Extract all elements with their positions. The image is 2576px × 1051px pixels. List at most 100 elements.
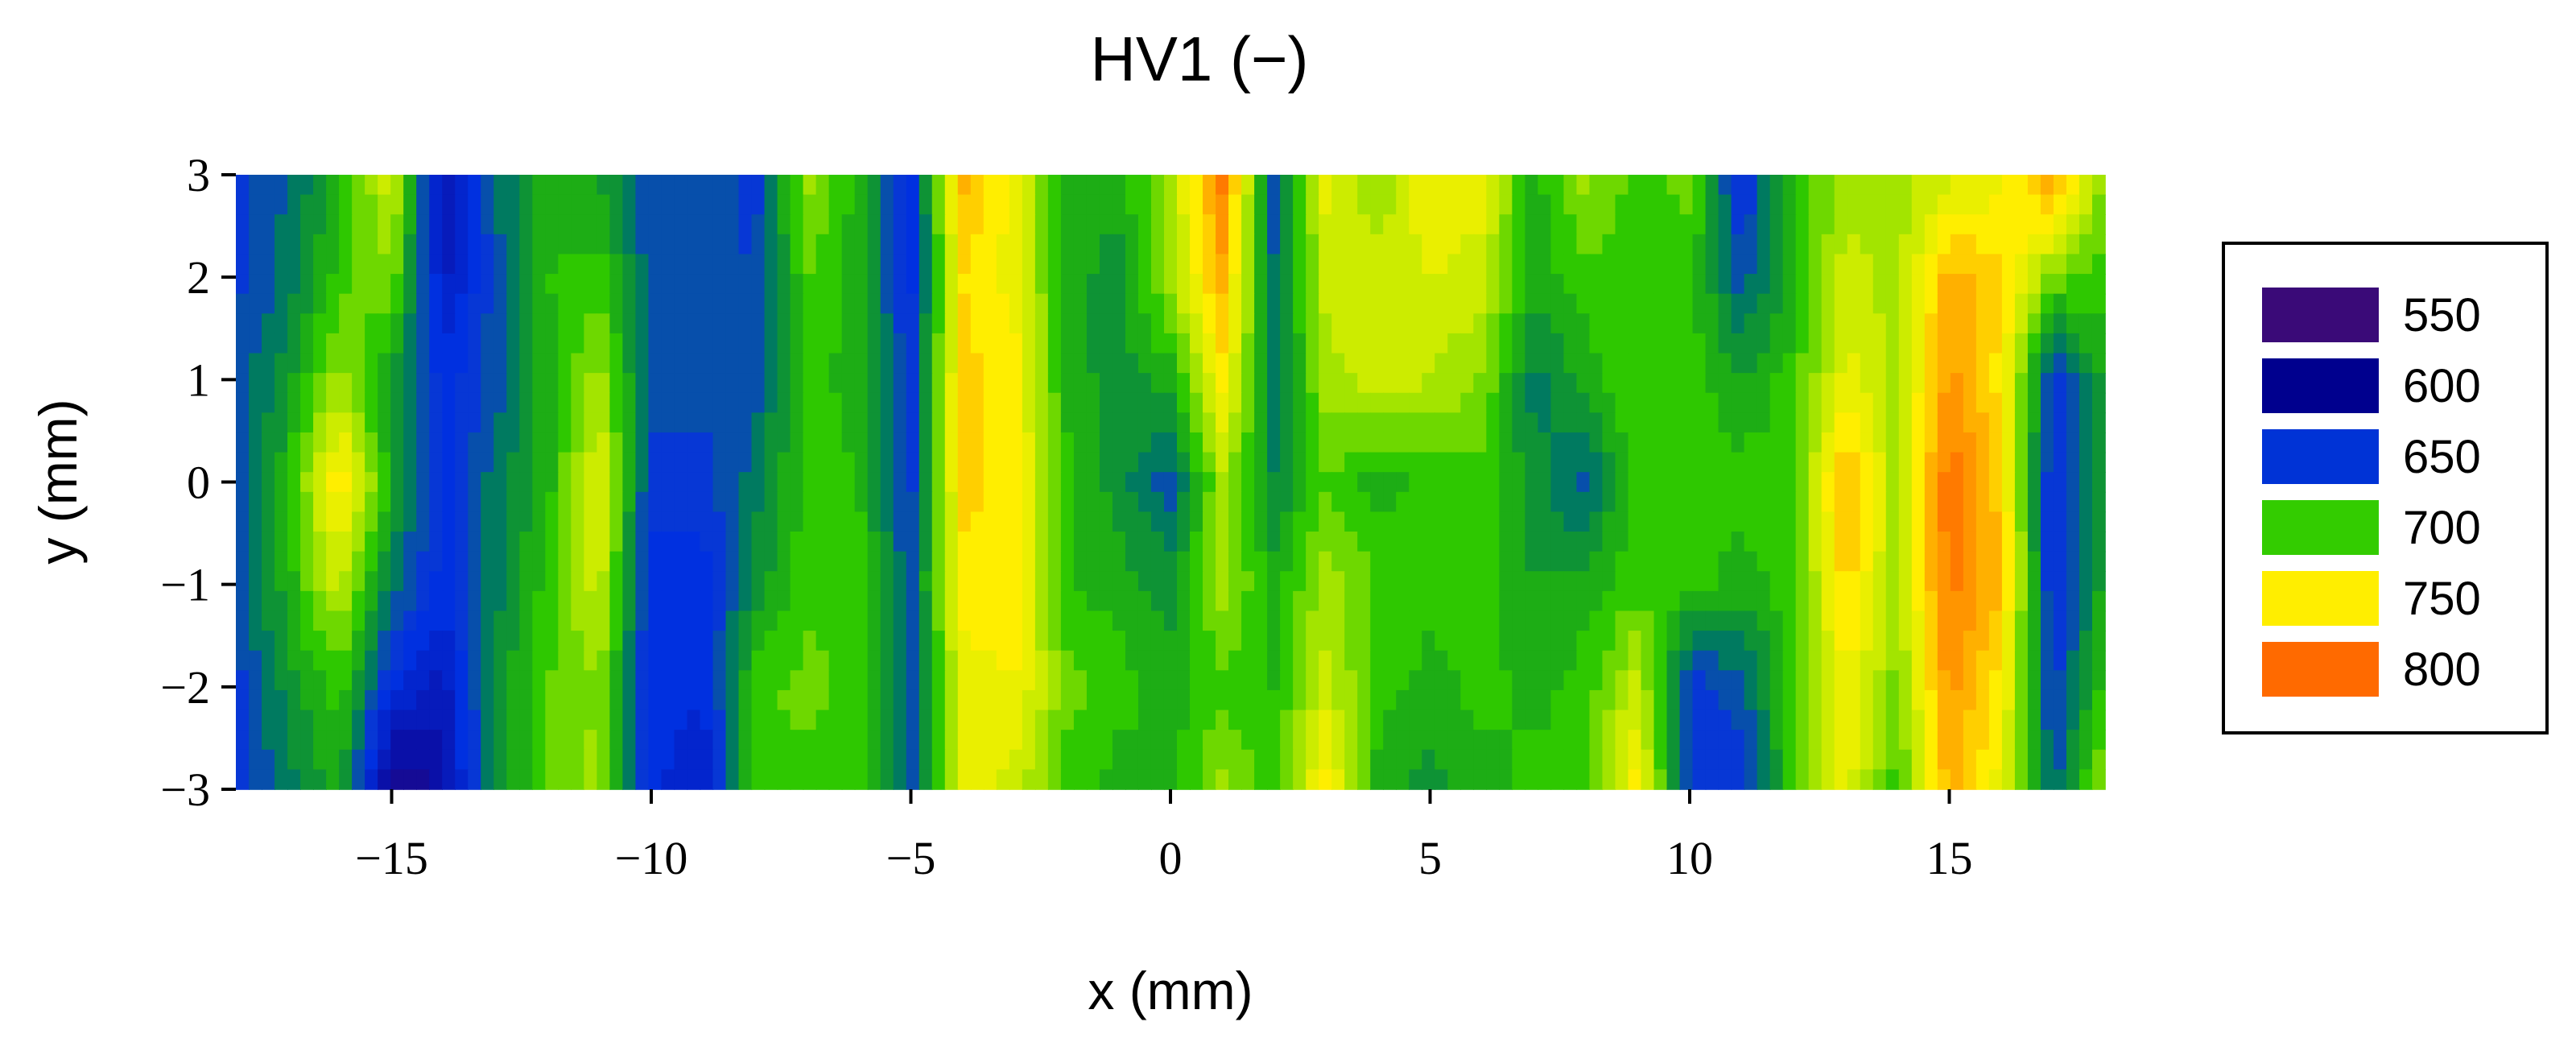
heatmap-cell xyxy=(1460,452,1475,473)
heatmap-cell xyxy=(1911,353,1926,374)
heatmap-cell xyxy=(1254,432,1268,453)
heatmap-cell xyxy=(1216,749,1229,771)
heatmap-cell xyxy=(1486,333,1501,354)
heatmap-cell xyxy=(1203,234,1216,255)
heatmap-cell xyxy=(1641,313,1655,334)
heatmap-cell xyxy=(1163,392,1178,414)
heatmap-cell xyxy=(468,551,482,573)
heatmap-cell xyxy=(1576,491,1591,513)
heatmap-cell xyxy=(1692,234,1707,255)
heatmap-cell xyxy=(1834,175,1848,196)
heatmap-cell xyxy=(1602,730,1616,751)
heatmap-cell xyxy=(1280,590,1294,612)
heatmap-cell xyxy=(365,412,378,433)
heatmap-cell xyxy=(1473,590,1488,612)
heatmap-cell xyxy=(1808,730,1823,751)
heatmap-cell xyxy=(519,749,534,771)
heatmap-cell xyxy=(1860,293,1874,315)
heatmap-cell xyxy=(2079,650,2093,672)
heatmap-cell xyxy=(493,194,508,216)
heatmap-cell xyxy=(339,710,353,730)
heatmap-cell xyxy=(1047,472,1062,493)
heatmap-cell xyxy=(1435,590,1449,612)
heatmap-cell xyxy=(1073,452,1088,473)
heatmap-cell xyxy=(365,392,378,414)
heatmap-cell xyxy=(1718,274,1732,295)
heatmap-cell xyxy=(648,412,663,433)
heatmap-cell xyxy=(1280,333,1294,354)
heatmap-cell xyxy=(764,373,778,394)
heatmap-cell xyxy=(1808,532,1823,552)
heatmap-cell xyxy=(1228,532,1242,552)
heatmap-cell xyxy=(777,631,791,652)
heatmap-cell xyxy=(1203,373,1216,394)
heatmap-cell xyxy=(468,175,482,196)
heatmap-cell xyxy=(751,650,766,672)
heatmap-cell xyxy=(712,214,727,235)
heatmap-cell xyxy=(1099,551,1113,573)
heatmap-cell xyxy=(1757,432,1771,453)
heatmap-cell xyxy=(1679,274,1694,295)
heatmap-cell xyxy=(1331,412,1345,433)
heatmap-cell xyxy=(906,254,920,275)
heatmap-cell xyxy=(1344,670,1358,691)
heatmap-cell xyxy=(571,670,585,691)
heatmap-cell xyxy=(1641,571,1655,592)
heatmap-cell xyxy=(1267,631,1281,652)
heatmap-cell xyxy=(803,194,817,216)
heatmap-cell xyxy=(1306,491,1319,513)
heatmap-cell xyxy=(1975,710,1990,730)
heatmap-cell xyxy=(1821,491,1835,513)
heatmap-cell xyxy=(1563,730,1578,751)
heatmap-cell xyxy=(1975,452,1990,473)
heatmap-cell xyxy=(1834,373,1848,394)
heatmap-cell xyxy=(738,175,753,196)
heatmap-cell xyxy=(1834,749,1848,771)
heatmap-cell xyxy=(1319,353,1332,374)
heatmap-cell xyxy=(2014,511,2029,532)
heatmap-cell xyxy=(815,254,830,275)
heatmap-cell xyxy=(2014,610,2029,631)
heatmap-cell xyxy=(506,590,521,612)
heatmap-cell xyxy=(1280,412,1294,433)
heatmap-cell xyxy=(674,670,688,691)
heatmap-cell xyxy=(738,234,753,255)
heatmap-cell xyxy=(1679,650,1694,672)
heatmap-cell xyxy=(983,710,997,730)
heatmap-cell xyxy=(1692,551,1707,573)
heatmap-cell xyxy=(1060,689,1075,711)
heatmap-cell xyxy=(803,293,817,315)
heatmap-cell xyxy=(2001,472,2016,493)
heatmap-cell xyxy=(893,432,907,453)
heatmap-cell xyxy=(828,650,843,672)
heatmap-cell xyxy=(1216,670,1229,691)
heatmap-cell xyxy=(712,670,727,691)
heatmap-cell xyxy=(352,175,365,196)
heatmap-cell xyxy=(1422,590,1436,612)
heatmap-cell xyxy=(1435,730,1449,751)
heatmap-cell xyxy=(1241,353,1255,374)
heatmap-cell xyxy=(661,392,675,414)
y-tick-label: 0 xyxy=(187,457,210,509)
heatmap-cell xyxy=(970,452,985,473)
heatmap-cell xyxy=(674,532,688,552)
heatmap-cell xyxy=(1047,650,1062,672)
heatmap-cell xyxy=(378,710,391,730)
heatmap-cell xyxy=(854,689,869,711)
heatmap-cell xyxy=(1589,254,1604,275)
heatmap-cell xyxy=(687,769,701,790)
heatmap-cell xyxy=(1254,234,1268,255)
heatmap-cell xyxy=(1576,214,1591,235)
heatmap-cell xyxy=(1228,412,1242,433)
heatmap-cell xyxy=(725,610,740,631)
heatmap-cell xyxy=(1744,571,1758,592)
heatmap-cell xyxy=(635,234,650,255)
heatmap-cell xyxy=(1125,670,1139,691)
heatmap-cell xyxy=(1692,670,1707,691)
heatmap-cell xyxy=(1190,670,1203,691)
heatmap-cell xyxy=(1563,532,1578,552)
heatmap-cell xyxy=(1653,373,1668,394)
heatmap-cell xyxy=(1267,710,1281,730)
heatmap-cell xyxy=(584,392,598,414)
heatmap-cell xyxy=(2091,313,2106,334)
